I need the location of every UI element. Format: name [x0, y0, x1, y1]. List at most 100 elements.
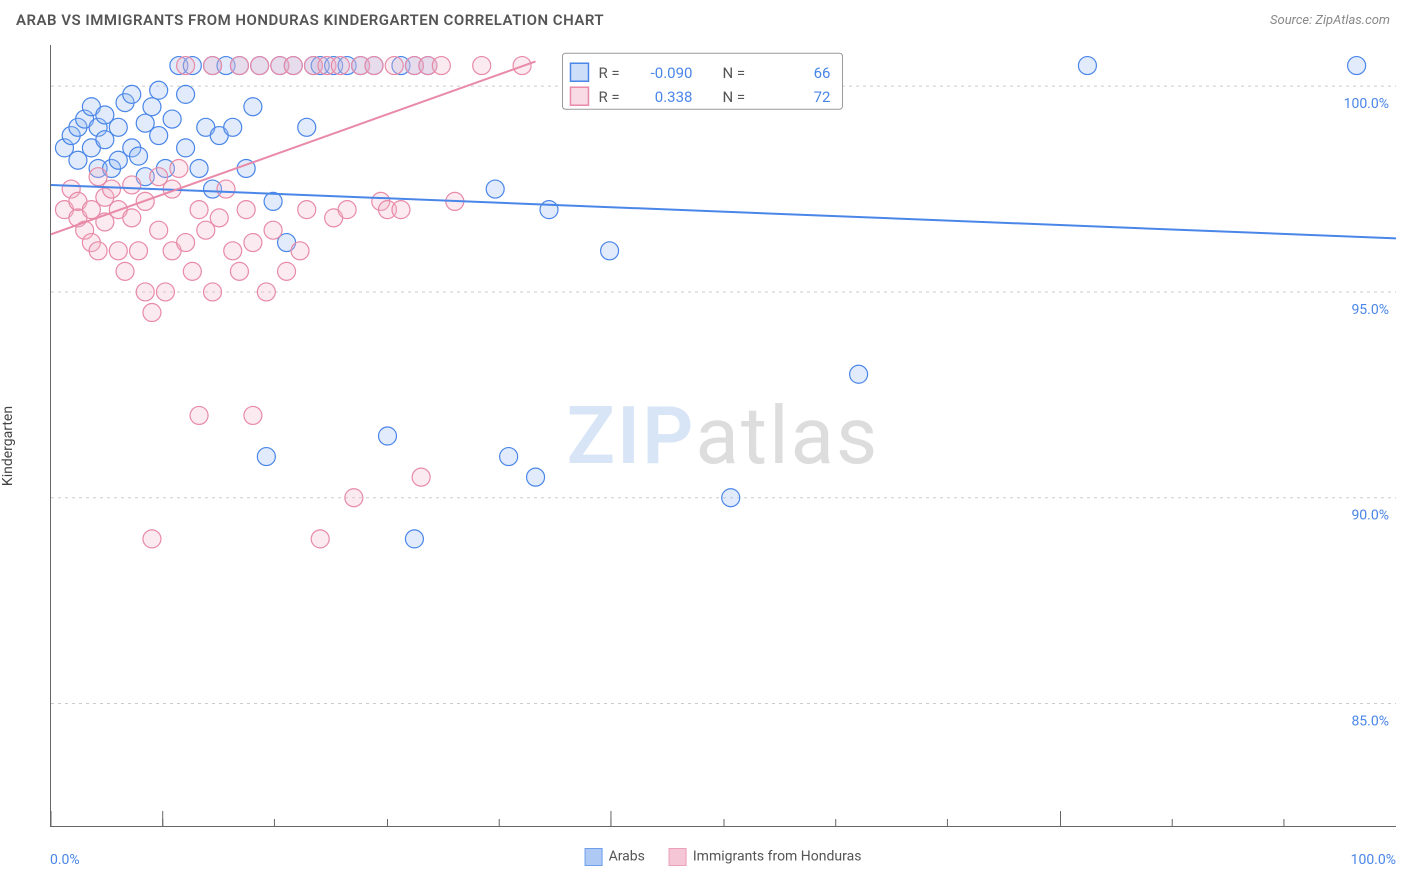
scatter-point-arabs [244, 98, 262, 116]
scatter-point-honduras [89, 242, 107, 260]
scatter-point-honduras [278, 262, 296, 280]
scatter-point-honduras [177, 57, 195, 75]
scatter-point-honduras [392, 201, 410, 219]
legend-n-label: N = [722, 88, 745, 106]
scatter-point-honduras [116, 262, 134, 280]
scatter-point-honduras [177, 234, 195, 252]
bottom-legend-label: Immigrants from Honduras [693, 849, 862, 865]
bottom-legend-item: Immigrants from Honduras [669, 848, 862, 866]
scatter-point-honduras [170, 159, 188, 177]
bottom-legend-label: Arabs [609, 849, 645, 865]
scatter-point-arabs [1078, 57, 1096, 75]
chart-header: ARAB VS IMMIGRANTS FROM HONDURAS KINDERG… [0, 0, 1406, 40]
scatter-point-arabs [264, 192, 282, 210]
bottom-legend: Arabs Immigrants from Honduras [585, 848, 862, 866]
scatter-point-honduras [244, 406, 262, 424]
legend-swatch-arabs [570, 63, 588, 81]
y-tick-label: 90.0% [1351, 508, 1389, 524]
scatter-point-honduras [284, 57, 302, 75]
scatter-point-honduras [432, 57, 450, 75]
scatter-point-arabs [379, 427, 397, 445]
scatter-point-honduras [103, 180, 121, 198]
scatter-point-honduras [412, 468, 430, 486]
scatter-point-arabs [601, 242, 619, 260]
scatter-point-honduras [473, 57, 491, 75]
scatter-point-arabs [150, 81, 168, 99]
scatter-point-honduras [365, 57, 383, 75]
scatter-point-arabs [405, 530, 423, 548]
scatter-point-honduras [210, 209, 228, 227]
scatter-point-arabs [527, 468, 545, 486]
scatter-point-honduras [345, 489, 363, 507]
scatter-point-honduras [291, 242, 309, 260]
y-tick-label: 95.0% [1351, 302, 1389, 318]
scatter-chart: 85.0% 90.0% 95.0% 100.0% R = -0.090 N = 66 R = 0.… [50, 45, 1396, 827]
scatter-point-honduras [230, 262, 248, 280]
y-tick-label: 85.0% [1351, 714, 1389, 730]
scatter-point-arabs [224, 118, 242, 136]
scatter-point-arabs [850, 365, 868, 383]
scatter-point-arabs [177, 85, 195, 103]
legend-swatch-icon [585, 848, 603, 866]
scatter-point-arabs [486, 180, 504, 198]
scatter-point-honduras [385, 57, 403, 75]
scatter-point-honduras [143, 304, 161, 322]
scatter-point-arabs [540, 201, 558, 219]
scatter-point-honduras [109, 242, 127, 260]
scatter-point-honduras [204, 57, 222, 75]
scatter-point-honduras [183, 262, 201, 280]
scatter-point-honduras [129, 242, 147, 260]
scatter-point-honduras [311, 530, 329, 548]
scatter-point-honduras [298, 201, 316, 219]
scatter-point-honduras [204, 283, 222, 301]
scatter-point-honduras [136, 283, 154, 301]
legend-n-value-honduras: 72 [814, 88, 831, 106]
y-axis-label: Kindergarten [0, 406, 16, 486]
scatter-point-honduras [251, 57, 269, 75]
scatter-point-arabs [123, 85, 141, 103]
scatter-point-arabs [1348, 57, 1366, 75]
scatter-point-honduras [257, 283, 275, 301]
scatter-point-arabs [163, 110, 181, 128]
scatter-point-honduras [331, 57, 349, 75]
scatter-point-arabs [500, 448, 518, 466]
scatter-point-arabs [150, 127, 168, 145]
scatter-point-honduras [217, 180, 235, 198]
legend-swatch-honduras [570, 87, 588, 105]
scatter-point-honduras [244, 234, 262, 252]
legend-r-value-honduras: 0.338 [655, 88, 693, 106]
chart-source: Source: ZipAtlas.com [1270, 13, 1390, 28]
scatter-point-honduras [123, 176, 141, 194]
bottom-legend-item: Arabs [585, 848, 645, 866]
scatter-point-honduras [156, 283, 174, 301]
chart-title: ARAB VS IMMIGRANTS FROM HONDURAS KINDERG… [16, 11, 604, 29]
x-axis-max: 100.0% [1351, 852, 1396, 868]
scatter-point-honduras [150, 221, 168, 239]
legend-swatch-icon [669, 848, 687, 866]
legend-n-label: N = [722, 64, 745, 82]
scatter-point-arabs [190, 159, 208, 177]
scatter-point-arabs [177, 139, 195, 157]
y-tick-label: 100.0% [1344, 96, 1389, 112]
scatter-point-honduras [143, 530, 161, 548]
scatter-point-honduras [338, 201, 356, 219]
legend-r-label: R = [598, 88, 619, 106]
scatter-point-arabs [109, 118, 127, 136]
legend-r-label: R = [598, 64, 619, 82]
scatter-point-honduras [237, 201, 255, 219]
x-axis-min: 0.0% [50, 852, 80, 868]
scatter-point-honduras [190, 201, 208, 219]
scatter-point-honduras [264, 221, 282, 239]
scatter-point-arabs [143, 98, 161, 116]
legend-n-value-arabs: 66 [814, 64, 831, 82]
scatter-point-honduras [230, 57, 248, 75]
scatter-point-honduras [224, 242, 242, 260]
scatter-point-arabs [129, 147, 147, 165]
scatter-point-honduras [190, 406, 208, 424]
legend-r-value-arabs: -0.090 [651, 64, 693, 82]
plot-area: 85.0% 90.0% 95.0% 100.0% R = -0.090 N = 66 R = 0.… [50, 45, 1396, 827]
scatter-point-arabs [298, 118, 316, 136]
scatter-point-honduras [123, 209, 141, 227]
scatter-point-arabs [257, 448, 275, 466]
chart-footer: 0.0% 100.0% Arabs Immigrants from Hondura… [50, 834, 1396, 892]
